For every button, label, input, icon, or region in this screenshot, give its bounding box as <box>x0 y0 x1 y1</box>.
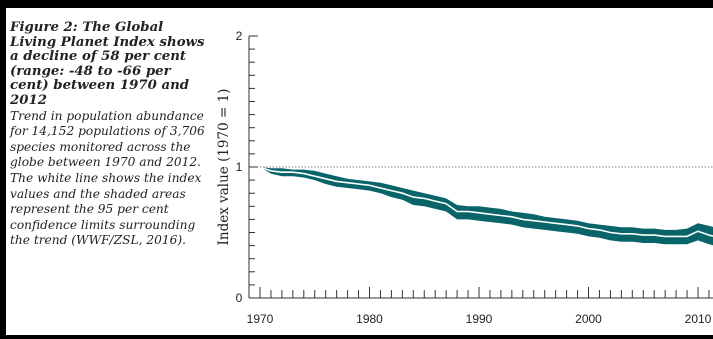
x-tick-label: 2010 <box>685 312 712 326</box>
x-tick-label: 1980 <box>356 312 383 326</box>
x-tick-label: 1990 <box>466 312 493 326</box>
figure-caption: Figure 2: The Global Living Planet Index… <box>10 20 205 249</box>
x-tick-label: 1970 <box>247 312 274 326</box>
y-tick-label: 1 <box>236 160 243 174</box>
caption-title: Figure 2: The Global Living Planet Index… <box>10 20 205 108</box>
caption-body: Trend in population abundance for 14,152… <box>10 108 205 248</box>
index-line <box>259 166 713 238</box>
x-tick-label: 2000 <box>575 312 602 326</box>
y-tick-label: 0 <box>236 291 243 305</box>
y-tick-label: 2 <box>236 29 243 43</box>
y-axis-label: Index value (1970 = 1) <box>216 89 232 246</box>
